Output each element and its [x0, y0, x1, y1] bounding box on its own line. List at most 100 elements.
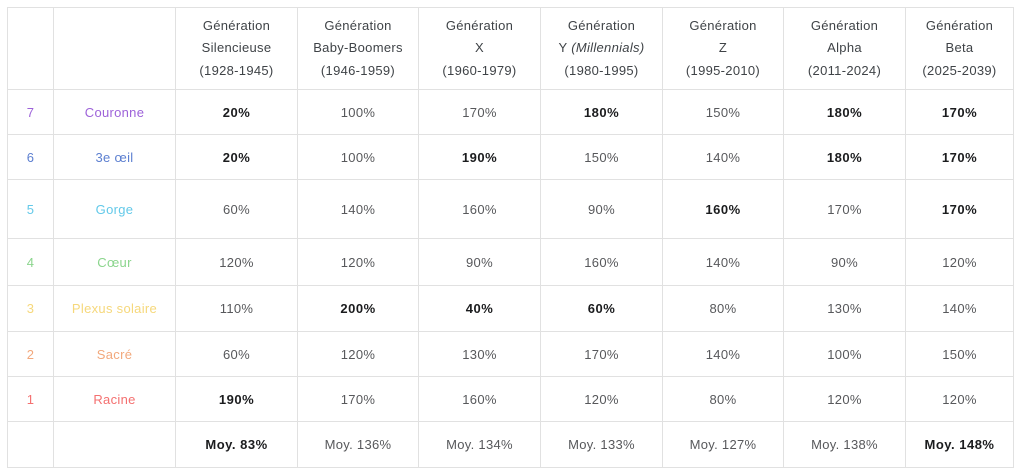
header-line1: Génération	[445, 18, 514, 34]
chakra-label: Gorge	[53, 179, 176, 239]
corner-cell-chakra	[53, 7, 176, 90]
value-cell: 160%	[418, 179, 541, 239]
value-cell: 140%	[905, 285, 1014, 332]
header-line3: (1980-1995)	[564, 62, 639, 78]
header-line2: Alpha	[827, 40, 862, 56]
average-cell: Moy. 83%	[175, 421, 298, 468]
average-cell: Moy. 134%	[418, 421, 541, 468]
table-row-coeur: 4 Cœur 120% 120% 90% 160% 140% 90% 120%	[7, 238, 1014, 286]
value-cell: 120%	[297, 238, 419, 286]
chakra-label: Racine	[53, 376, 176, 422]
value-cell: 160%	[540, 238, 663, 286]
value-cell: 170%	[905, 89, 1014, 135]
generation-header-y-millennials: Génération Y (Millennials) (1980-1995)	[540, 7, 663, 90]
table-row-gorge: 5 Gorge 60% 140% 160% 90% 160% 170% 170%	[7, 179, 1014, 239]
header-line1: Génération	[810, 18, 879, 34]
value-cell: 170%	[783, 179, 906, 239]
header-line1: Génération	[324, 18, 392, 34]
chakra-number: 2	[7, 331, 54, 377]
value-cell: 170%	[418, 89, 541, 135]
value-cell: 190%	[418, 134, 541, 180]
value-cell: 90%	[783, 238, 906, 286]
average-cell: Moy. 133%	[540, 421, 663, 468]
value-cell: 60%	[540, 285, 663, 332]
chakra-label: 3e œil	[53, 134, 176, 180]
generation-header-alpha: Génération Alpha (2011-2024)	[783, 7, 906, 90]
value-cell: 150%	[905, 331, 1014, 377]
table-row-plexus-solaire: 3 Plexus solaire 110% 200% 40% 60% 80% 1…	[7, 285, 1014, 332]
value-cell: 190%	[175, 376, 298, 422]
value-cell: 100%	[297, 134, 419, 180]
chakra-generation-table: Génération Silencieuse (1928-1945) Générat…	[7, 7, 1014, 468]
value-cell: 130%	[418, 331, 541, 377]
chakra-label: Cœur	[53, 238, 176, 286]
generation-header-beta: Génération Beta (2025-2039)	[905, 7, 1014, 90]
chakra-number: 7	[7, 89, 54, 135]
chakra-number: 1	[7, 376, 54, 422]
value-cell: 120%	[905, 376, 1014, 422]
value-cell: 80%	[662, 285, 784, 332]
value-cell: 140%	[662, 238, 784, 286]
header-line3: (2011-2024)	[807, 62, 882, 78]
value-cell: 160%	[662, 179, 784, 239]
value-cell: 120%	[175, 238, 298, 286]
value-cell: 150%	[662, 89, 784, 135]
header-line3: (1946-1959)	[320, 62, 396, 78]
value-cell: 180%	[783, 134, 906, 180]
header-line3: (1995-2010)	[685, 62, 761, 78]
chakra-generation-table-wrap: Génération Silencieuse (1928-1945) Générat…	[7, 7, 1014, 468]
chakra-number: 4	[7, 238, 54, 286]
chakra-label: Plexus solaire	[53, 285, 176, 332]
chakra-number: 3	[7, 285, 54, 332]
corner-cell-number	[7, 7, 54, 90]
chakra-label: Sacré	[53, 331, 176, 377]
value-cell: 120%	[297, 331, 419, 377]
table-row-racine: 1 Racine 190% 170% 160% 120% 80% 120% 12…	[7, 376, 1014, 422]
table-footer-row: Moy. 83% Moy. 136% Moy. 134% Moy. 133% M…	[7, 421, 1014, 468]
generation-header-x: Génération X (1960-1979)	[418, 7, 541, 90]
table-row-3e-oeil: 6 3e œil 20% 100% 190% 150% 140% 180% 17…	[7, 134, 1014, 180]
header-line2: Baby-Boomers	[313, 40, 403, 56]
value-cell: 140%	[662, 134, 784, 180]
header-line1: Génération	[689, 18, 757, 34]
average-cell: Moy. 127%	[662, 421, 784, 468]
value-cell: 80%	[662, 376, 784, 422]
header-line2: Silencieuse	[201, 40, 272, 56]
value-cell: 160%	[418, 376, 541, 422]
value-cell: 100%	[297, 89, 419, 135]
value-cell: 20%	[175, 134, 298, 180]
header-line1: Génération	[567, 18, 636, 34]
table-header-row: Génération Silencieuse (1928-1945) Générat…	[7, 7, 1014, 90]
average-cell: Moy. 138%	[783, 421, 906, 468]
value-cell: 170%	[540, 331, 663, 377]
value-cell: 40%	[418, 285, 541, 332]
footer-empty-chakra-cell	[53, 421, 176, 468]
header-line3: (1928-1945)	[199, 62, 274, 78]
header-line2-italic: (Millennials)	[571, 40, 645, 56]
header-line2: Y	[558, 40, 568, 56]
value-cell: 100%	[783, 331, 906, 377]
header-line3: (1960-1979)	[442, 62, 517, 78]
value-cell: 170%	[905, 179, 1014, 239]
chakra-number: 5	[7, 179, 54, 239]
footer-empty-number-cell	[7, 421, 54, 468]
value-cell: 180%	[783, 89, 906, 135]
value-cell: 60%	[175, 331, 298, 377]
value-cell: 140%	[662, 331, 784, 377]
value-cell: 180%	[540, 89, 663, 135]
generation-header-silencieuse: Génération Silencieuse (1928-1945)	[175, 7, 298, 90]
value-cell: 120%	[905, 238, 1014, 286]
generation-header-baby-boomers: Génération Baby-Boomers (1946-1959)	[297, 7, 419, 90]
value-cell: 120%	[783, 376, 906, 422]
value-cell: 60%	[175, 179, 298, 239]
chakra-number: 6	[7, 134, 54, 180]
header-line1: Génération	[925, 18, 994, 34]
header-line2: X	[475, 40, 484, 56]
value-cell: 90%	[418, 238, 541, 286]
value-cell: 170%	[297, 376, 419, 422]
value-cell: 90%	[540, 179, 663, 239]
value-cell: 140%	[297, 179, 419, 239]
header-line1: Génération	[202, 18, 271, 34]
generation-header-z: Génération Z (1995-2010)	[662, 7, 784, 90]
value-cell: 120%	[540, 376, 663, 422]
